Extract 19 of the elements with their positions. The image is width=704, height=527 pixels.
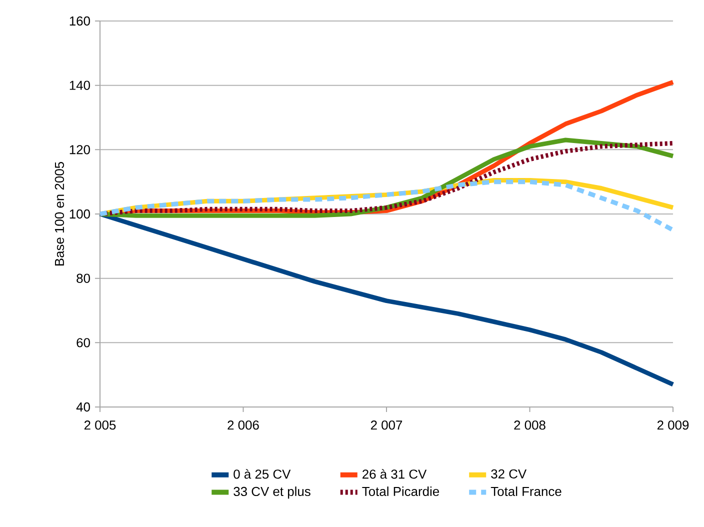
y-tick-label: 40 bbox=[76, 402, 90, 412]
legend-label: Total Picardie bbox=[362, 486, 440, 496]
legend-label: Total France bbox=[490, 486, 562, 496]
y-tick-label: 140 bbox=[70, 80, 90, 90]
y-tick-label: 120 bbox=[70, 145, 90, 154]
y-axis-title: Base 100 en 2005 bbox=[54, 162, 64, 266]
y-tick-label: 100 bbox=[70, 209, 90, 219]
legend-label: 33 CV et plus bbox=[234, 486, 310, 499]
x-tick-label: 2 005 bbox=[84, 420, 116, 430]
x-tick-label: 2 008 bbox=[514, 420, 546, 430]
x-tick-label: 2 009 bbox=[657, 420, 689, 430]
legend-label: 32 CV bbox=[491, 469, 527, 478]
x-tick-label: 2 006 bbox=[228, 420, 259, 430]
legend-label: 0 à 25 CV bbox=[234, 469, 291, 479]
x-tick-label: 2 007 bbox=[370, 420, 402, 430]
y-tick-label: 160 bbox=[70, 16, 90, 26]
legend-label: 26 à 31 CV bbox=[362, 469, 427, 479]
y-tick-label: 80 bbox=[76, 274, 90, 283]
y-tick-label: 60 bbox=[76, 338, 90, 348]
